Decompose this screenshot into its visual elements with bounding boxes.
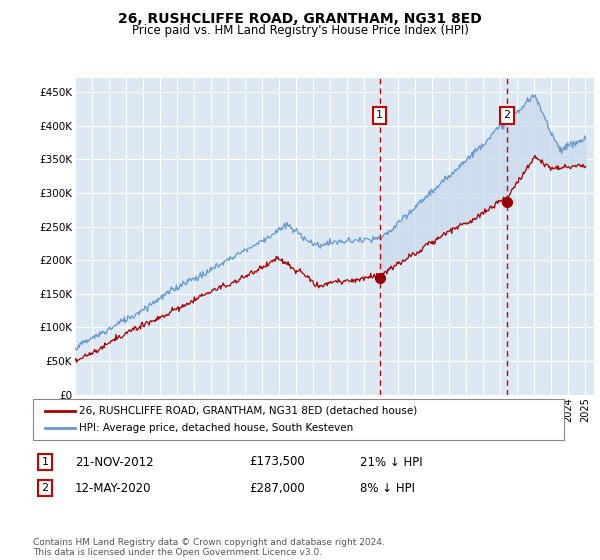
Text: 12-MAY-2020: 12-MAY-2020 [75, 482, 151, 495]
Text: Price paid vs. HM Land Registry's House Price Index (HPI): Price paid vs. HM Land Registry's House … [131, 24, 469, 36]
Text: 21% ↓ HPI: 21% ↓ HPI [360, 455, 422, 469]
Text: 26, RUSHCLIFFE ROAD, GRANTHAM, NG31 8ED (detached house): 26, RUSHCLIFFE ROAD, GRANTHAM, NG31 8ED … [79, 405, 418, 416]
Text: 2: 2 [41, 483, 49, 493]
Text: HPI: Average price, detached house, South Kesteven: HPI: Average price, detached house, Sout… [79, 423, 353, 433]
Text: 1: 1 [41, 457, 49, 467]
Text: 1: 1 [376, 110, 383, 120]
Text: £287,000: £287,000 [249, 482, 305, 495]
Text: 26, RUSHCLIFFE ROAD, GRANTHAM, NG31 8ED: 26, RUSHCLIFFE ROAD, GRANTHAM, NG31 8ED [118, 12, 482, 26]
Text: 8% ↓ HPI: 8% ↓ HPI [360, 482, 415, 495]
Text: £173,500: £173,500 [249, 455, 305, 469]
Text: Contains HM Land Registry data © Crown copyright and database right 2024.
This d: Contains HM Land Registry data © Crown c… [33, 538, 385, 557]
Text: 21-NOV-2012: 21-NOV-2012 [75, 455, 154, 469]
Text: 2: 2 [503, 110, 510, 120]
